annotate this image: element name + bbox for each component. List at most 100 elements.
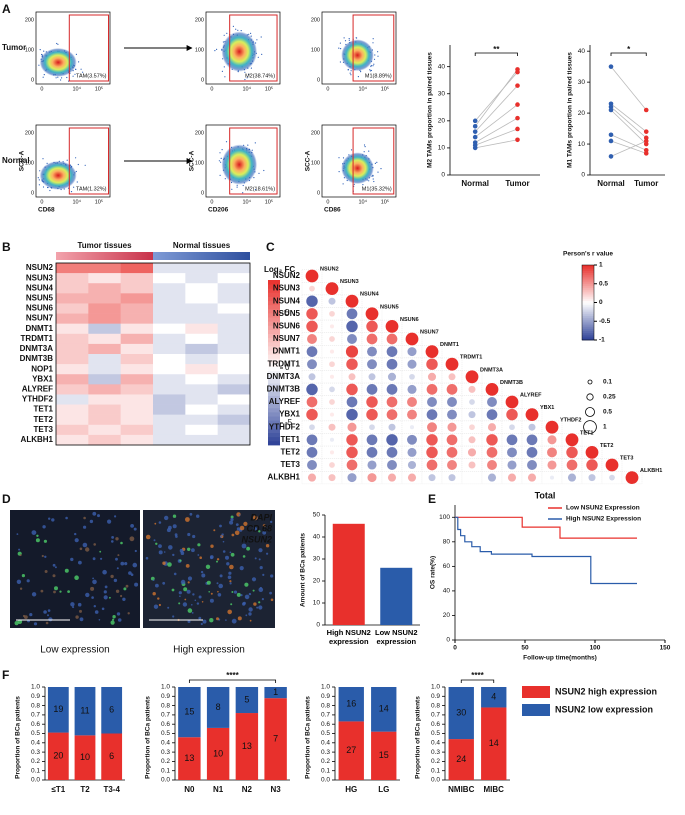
cell xyxy=(153,539,156,542)
x-label-box: Low NSUN2 expression xyxy=(375,628,418,646)
colorbar-step xyxy=(268,403,280,409)
event-dot xyxy=(350,149,353,151)
event-dot xyxy=(338,157,340,159)
corr-dot xyxy=(386,346,398,357)
row-label: TET3 xyxy=(280,460,300,469)
cell xyxy=(158,521,162,524)
cell xyxy=(210,544,214,548)
event-dot xyxy=(350,74,352,76)
cell xyxy=(201,573,206,578)
event-dot xyxy=(374,54,376,56)
event-dot xyxy=(338,171,340,173)
heat-cell xyxy=(88,374,121,385)
colorbar-step xyxy=(268,420,280,425)
colorbar-tick-label: -1 xyxy=(599,337,605,344)
event-dot xyxy=(348,39,350,41)
corr-dot xyxy=(307,359,317,370)
colorbar-step xyxy=(268,391,280,396)
cell xyxy=(219,574,223,578)
size-key-label: 1 xyxy=(603,424,607,431)
pair-line xyxy=(475,128,518,146)
corr-dot xyxy=(347,473,357,483)
corr-dot xyxy=(329,437,335,442)
count-label: 14 xyxy=(489,738,499,748)
count-label: 19 xyxy=(53,704,63,714)
y-axis-label: Proportion of BCa patients xyxy=(415,696,422,779)
corr-dot xyxy=(328,423,336,431)
y-tick-label: 0.9 xyxy=(321,693,330,700)
cell xyxy=(258,601,261,604)
cell xyxy=(85,547,90,552)
event-dot xyxy=(60,79,62,81)
heat-cell xyxy=(88,424,121,436)
cell xyxy=(72,606,75,609)
row-label: NSUN4 xyxy=(273,296,301,305)
corr-dot xyxy=(307,334,317,344)
cell xyxy=(191,612,194,614)
y-tick-label: 1.0 xyxy=(431,684,440,691)
corr-dot xyxy=(329,336,335,342)
colorbar-step xyxy=(582,308,594,311)
event-dot xyxy=(75,53,77,56)
cell xyxy=(117,618,122,622)
cell xyxy=(70,602,75,607)
row-label: ALYREF xyxy=(269,397,300,406)
y-tick-label: 0.1 xyxy=(431,767,440,774)
row-label: NSUN7 xyxy=(273,334,301,343)
corr-dot xyxy=(505,395,519,409)
row-label: NSUN2 xyxy=(273,271,301,280)
cell xyxy=(51,518,55,522)
cell xyxy=(164,515,169,521)
micrograph xyxy=(10,510,140,628)
corr-dot xyxy=(366,447,378,458)
cell xyxy=(90,586,95,591)
event-dot xyxy=(42,76,44,78)
event-dot xyxy=(373,58,376,60)
corr-dot xyxy=(346,320,358,333)
heat-cell xyxy=(217,424,251,436)
heat-cell xyxy=(88,414,121,426)
event-dot xyxy=(41,53,43,56)
y-tick-label: 0.7 xyxy=(31,712,40,719)
corr-dot xyxy=(309,424,315,431)
corr-dot xyxy=(485,383,499,396)
colorbar-tick-label: 0.5 xyxy=(599,280,608,287)
count-label: 10 xyxy=(80,752,90,762)
y-tick-label: 0.3 xyxy=(31,749,40,756)
legend-label: NSUN2 high expression xyxy=(555,686,657,696)
cell xyxy=(152,592,156,596)
corr-dot xyxy=(306,308,318,320)
row-label: ALYREF xyxy=(22,384,53,393)
cell xyxy=(110,574,114,579)
event-dot xyxy=(254,189,257,191)
panel-letter: F xyxy=(2,668,9,682)
cell xyxy=(220,535,223,538)
y-tick-label: 40 xyxy=(438,63,446,70)
event-dot xyxy=(219,174,221,176)
heat-cell xyxy=(217,404,251,415)
event-dot xyxy=(74,73,76,75)
x-tick-label: Normal xyxy=(597,179,625,188)
bar-segment xyxy=(481,687,507,708)
y-axis-label: Proportion of BCa patients xyxy=(305,696,312,779)
event-dot xyxy=(221,149,223,151)
event-dot xyxy=(342,183,344,185)
corr-dot xyxy=(306,396,318,408)
flow-x-label: CD86 xyxy=(324,207,341,214)
cell xyxy=(154,522,157,525)
x-tick-label: Normal xyxy=(461,179,489,188)
flow-x-tick: 10⁴ xyxy=(242,198,251,205)
dot xyxy=(643,129,649,134)
y-tick-label: 0.8 xyxy=(31,702,40,709)
cell xyxy=(78,560,82,565)
cell xyxy=(270,520,273,524)
event-dot xyxy=(372,178,374,180)
y-tick-label: 0.9 xyxy=(431,693,440,700)
colorbar-tick-label: 0 xyxy=(285,363,290,372)
cell xyxy=(124,562,128,566)
cell xyxy=(18,548,21,551)
corr-dot xyxy=(386,409,398,420)
image-caption: Low expression xyxy=(40,645,109,656)
row-label: DNMT3A xyxy=(20,344,54,353)
corr-dot xyxy=(448,474,456,482)
